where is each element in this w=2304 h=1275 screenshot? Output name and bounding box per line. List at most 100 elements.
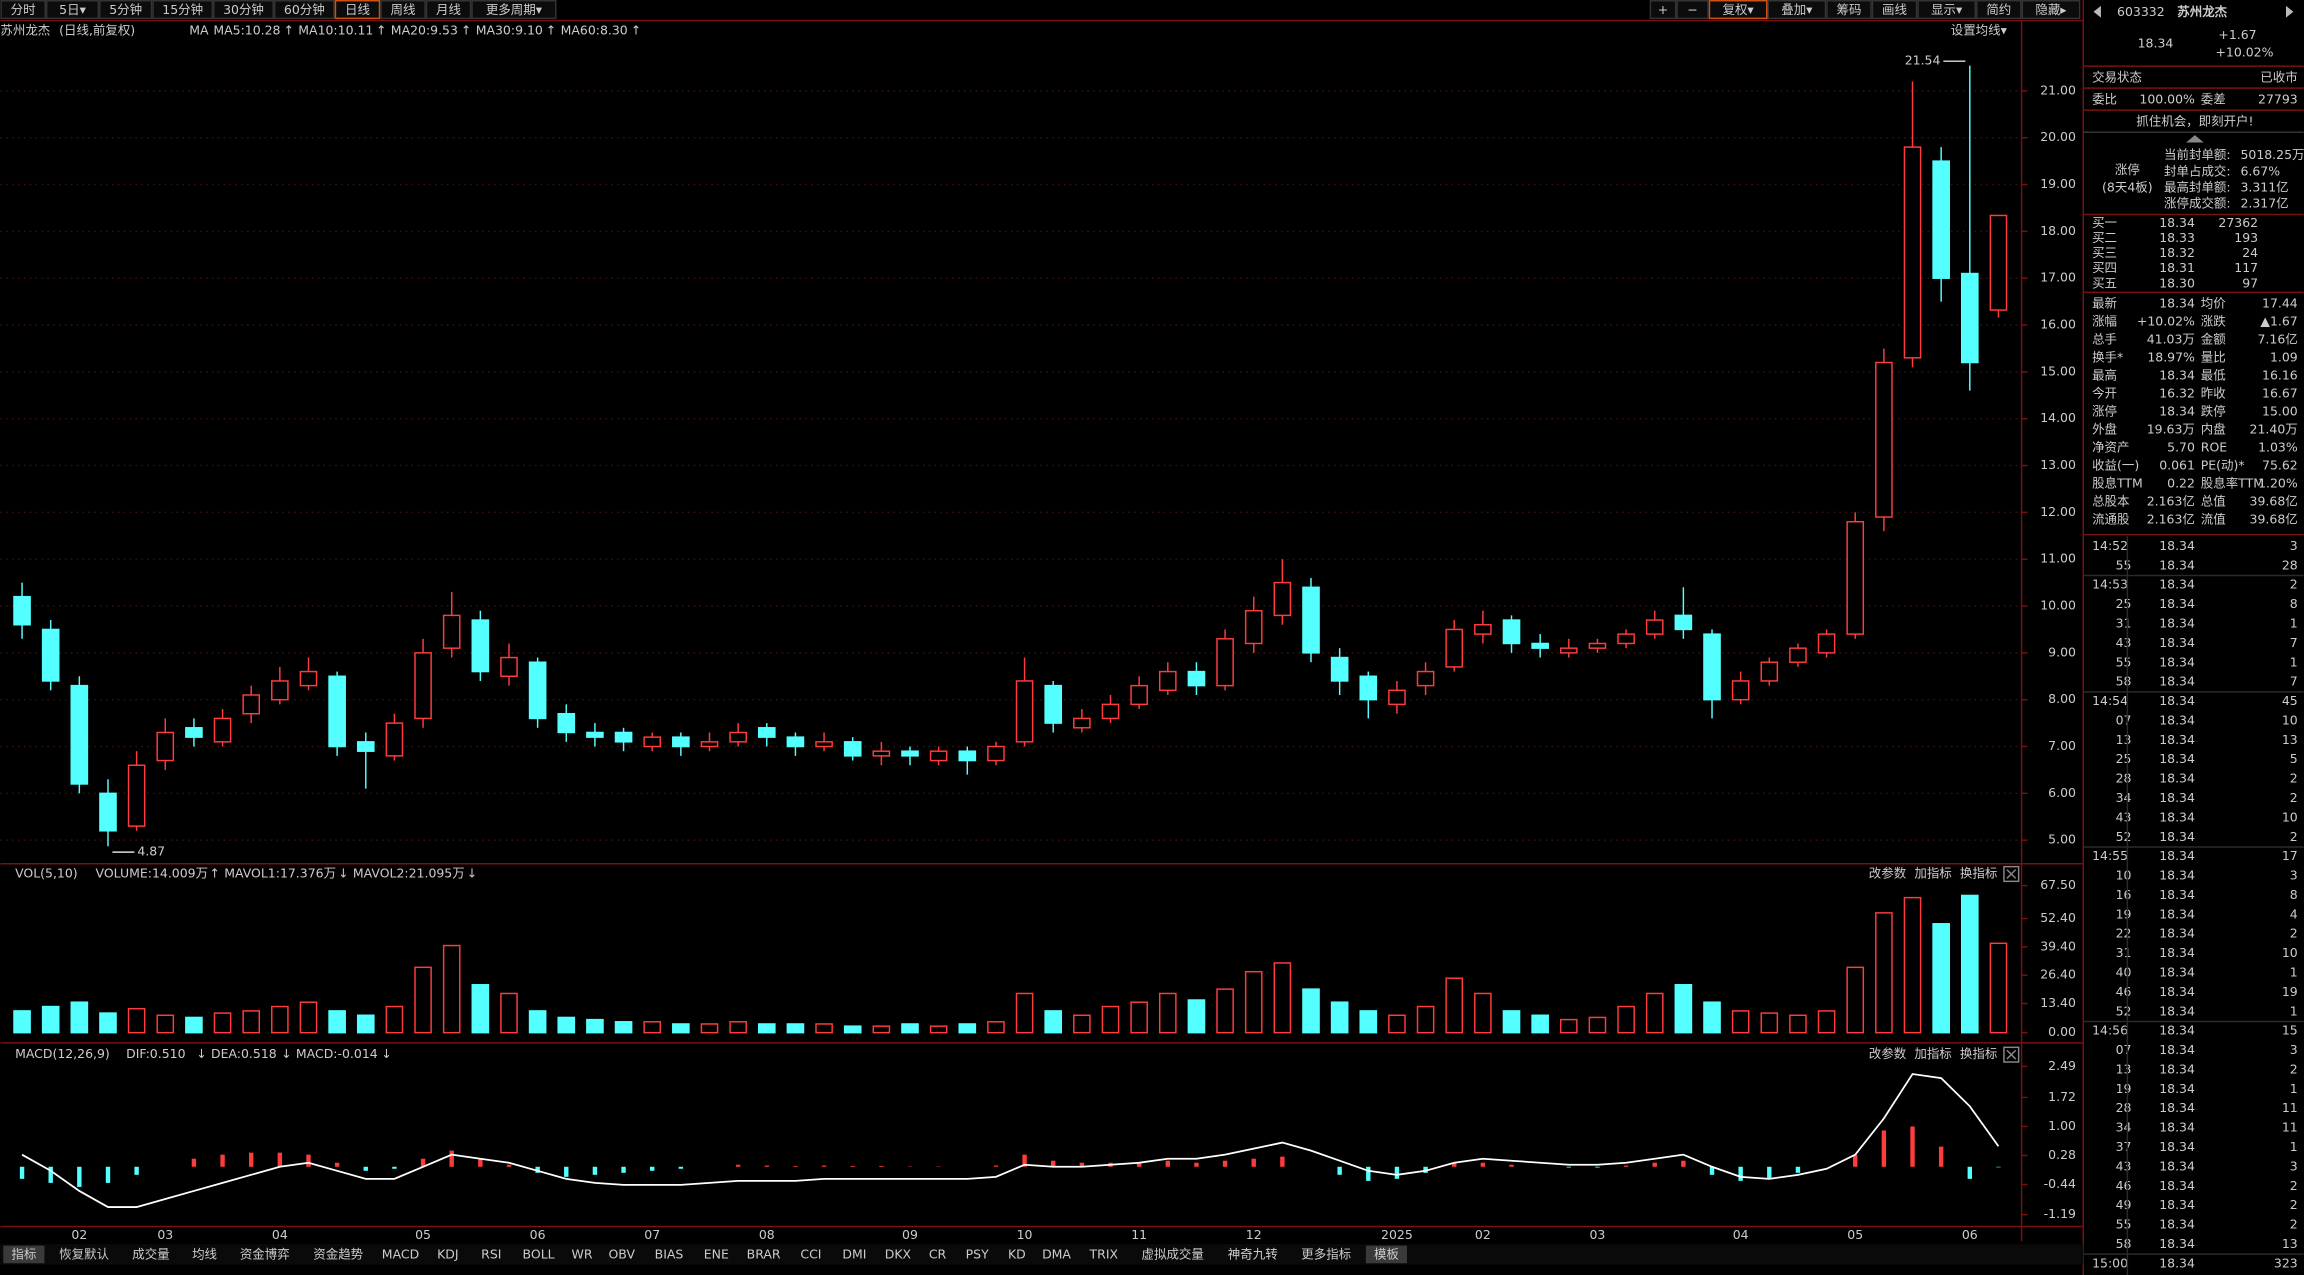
toolbar-button-label[interactable]: 筹码 — [1837, 2, 1862, 17]
volume-bar — [901, 1023, 919, 1034]
bottom-tab[interactable]: ENE — [704, 1247, 729, 1262]
toolbar-button-label[interactable]: 隐藏▸ — [2035, 2, 2067, 17]
bottom-tab[interactable]: DMA — [1042, 1247, 1071, 1262]
bottom-tab[interactable]: 均线 — [192, 1247, 217, 1262]
bottom-tab[interactable]: CR — [929, 1247, 947, 1262]
toolbar-button[interactable] — [1676, 0, 1709, 20]
indicator-button[interactable]: 换指标 — [1960, 1046, 1997, 1061]
toolbar-button-label[interactable]: 复权▾ — [1722, 2, 1754, 17]
bottom-tab[interactable]: 模板 — [1374, 1247, 1399, 1262]
bottom-tab[interactable]: 成交量 — [132, 1247, 169, 1262]
indicator-button[interactable]: 换指标 — [1960, 865, 1997, 880]
toolbar-button[interactable] — [0, 0, 46, 20]
tick-volume: 3 — [2290, 868, 2298, 883]
prev-arrow[interactable] — [2093, 5, 2101, 18]
toolbar-button[interactable] — [1871, 0, 1918, 20]
tick-price: 18.34 — [2159, 635, 2195, 650]
limit-up-value: 6.67% — [2240, 163, 2280, 178]
bottom-tab[interactable]: DKX — [885, 1247, 912, 1262]
bottom-tab[interactable]: BRAR — [747, 1247, 781, 1262]
bottom-tab[interactable]: 资金趋势 — [313, 1247, 363, 1262]
tick-price: 18.34 — [2159, 1042, 2195, 1057]
y-tick-label: 2.49 — [2048, 1058, 2076, 1073]
bottom-tab[interactable]: 资金博弈 — [240, 1247, 290, 1262]
volume-bar — [414, 966, 432, 1034]
tick-volume: 1 — [2290, 1003, 2298, 1018]
toolbar-button-label[interactable]: 5分钟 — [109, 2, 142, 17]
toolbar-button-label[interactable]: 月线 — [436, 2, 461, 17]
toolbar-button-label[interactable]: + — [1658, 2, 1668, 17]
next-arrow[interactable] — [2285, 5, 2294, 18]
toolbar-button[interactable] — [152, 0, 214, 20]
toolbar-button[interactable] — [1976, 0, 2022, 20]
ma-label: MA — [189, 22, 209, 37]
bottom-tab[interactable]: CCI — [800, 1247, 821, 1262]
bottom-tab[interactable]: 指标 — [11, 1247, 36, 1262]
stat-label: 内盘 — [2201, 422, 2226, 437]
close-button[interactable] — [2003, 1046, 2020, 1063]
limit-up-label: 当前封单额: — [2164, 147, 2231, 162]
toolbar-button-label[interactable]: − — [1687, 2, 1697, 17]
bottom-tab[interactable]: DMI — [842, 1247, 866, 1262]
toolbar-button-label[interactable]: 30分钟 — [223, 2, 264, 17]
toolbar-button[interactable] — [213, 0, 274, 20]
toolbar-button[interactable] — [1767, 0, 1827, 20]
x-tick-label: 04 — [1733, 1227, 1749, 1242]
volume-bar — [729, 1021, 747, 1034]
toolbar-button-label[interactable]: 日线 — [345, 2, 370, 17]
toolbar-button[interactable] — [99, 0, 153, 20]
toolbar-button[interactable] — [1708, 0, 1768, 20]
toolbar-button-label[interactable]: 周线 — [391, 2, 416, 17]
bottom-tab[interactable]: 神奇九转 — [1228, 1247, 1278, 1262]
candle-body — [414, 652, 432, 720]
bottom-tab[interactable]: BOLL — [523, 1247, 555, 1262]
promo-banner[interactable]: 抓住机会，即刻开户! — [2136, 113, 2253, 128]
bottom-tab[interactable]: MACD — [382, 1247, 419, 1262]
toolbar-button-label[interactable]: 显示▾ — [1931, 2, 1963, 17]
toolbar-button[interactable] — [471, 0, 557, 20]
ma-settings[interactable]: 设置均线▾ — [1951, 22, 2008, 37]
bottom-tab[interactable]: KDJ — [437, 1247, 458, 1262]
tick-volume: 45 — [2282, 693, 2298, 708]
toolbar-button-label[interactable]: 5日▾ — [59, 2, 86, 17]
toolbar-button-label[interactable]: 分时 — [11, 2, 36, 17]
toolbar-button[interactable] — [1649, 0, 1677, 20]
toolbar-button[interactable] — [2021, 0, 2081, 20]
indicator-button[interactable]: 改参数 — [1869, 1046, 1907, 1061]
candle-body — [471, 619, 490, 673]
y-tick-label: 12.00 — [2040, 504, 2076, 519]
toolbar-button[interactable] — [273, 0, 335, 20]
indicator-button[interactable]: 加指标 — [1914, 1046, 1951, 1061]
indicator-button[interactable]: 改参数 — [1869, 865, 1907, 880]
tick-volume: 8 — [2290, 596, 2298, 611]
volume-bar — [1216, 988, 1234, 1034]
indicator-button[interactable]: 加指标 — [1914, 865, 1951, 880]
toolbar-button[interactable] — [380, 0, 426, 20]
close-button[interactable] — [2003, 865, 2020, 883]
bottom-tab[interactable]: PSY — [966, 1247, 989, 1262]
collapse-icon[interactable] — [2186, 135, 2204, 143]
indicator-arrow: ↓ — [196, 1046, 206, 1061]
candle-body — [328, 675, 346, 748]
toolbar-button-label[interactable]: 15分钟 — [162, 2, 203, 17]
toolbar-button-label[interactable]: 简约 — [1986, 2, 2011, 17]
bottom-tab[interactable]: KD — [1008, 1247, 1026, 1262]
toolbar-button-label[interactable]: 60分钟 — [284, 2, 325, 17]
toolbar-button[interactable] — [334, 0, 381, 20]
toolbar-button[interactable] — [1826, 0, 1872, 20]
bottom-tab[interactable]: BIAS — [655, 1247, 684, 1262]
bottom-tab[interactable]: TRIX — [1089, 1247, 1119, 1262]
toolbar-button[interactable] — [425, 0, 472, 20]
bottom-tab[interactable]: OBV — [608, 1247, 635, 1262]
bottom-tab[interactable]: RSI — [481, 1247, 501, 1262]
bottom-tab[interactable]: WR — [572, 1247, 593, 1262]
toolbar-button[interactable] — [1917, 0, 1977, 20]
toolbar-button-label[interactable]: 画线 — [1882, 2, 1907, 17]
bottom-tab[interactable]: 更多指标 — [1301, 1247, 1351, 1262]
bottom-tab[interactable]: 虚拟成交量 — [1142, 1247, 1204, 1262]
tick-volume: 15 — [2282, 1023, 2298, 1038]
toolbar-button-label[interactable]: 叠加▾ — [1781, 2, 1813, 17]
bottom-tab[interactable]: 恢复默认 — [59, 1247, 109, 1262]
toolbar-button-label[interactable]: 更多周期▾ — [486, 2, 543, 17]
toolbar-button[interactable] — [45, 0, 100, 20]
